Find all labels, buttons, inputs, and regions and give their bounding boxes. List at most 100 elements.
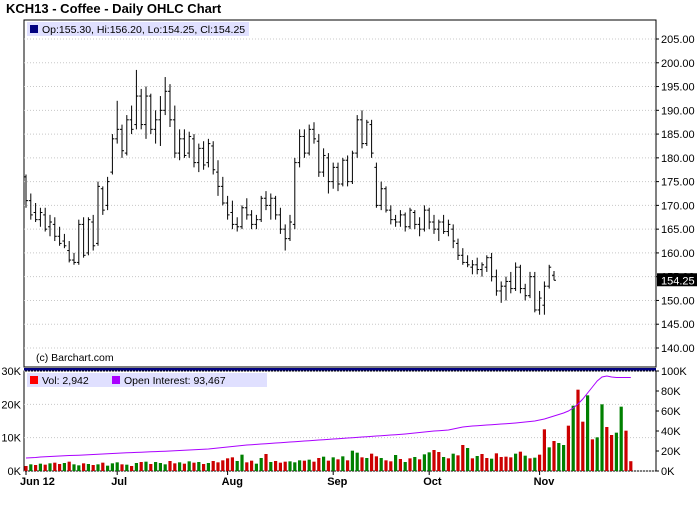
volume-bar bbox=[485, 458, 489, 471]
price-tick-label: 170.00 bbox=[661, 200, 695, 212]
volume-bar bbox=[552, 441, 556, 471]
ohlc-bar bbox=[470, 260, 475, 275]
volume-bar bbox=[413, 457, 417, 471]
volume-bar bbox=[446, 458, 450, 471]
x-tick-label: Aug bbox=[222, 476, 243, 488]
volume-bar bbox=[418, 459, 422, 471]
volume-axis-ticks-left: 30K 20K 10K 0K bbox=[1, 366, 21, 478]
volume-legend: Vol: 2,942 bbox=[42, 375, 89, 387]
ohlc-bar bbox=[432, 214, 436, 234]
volume-bar bbox=[566, 425, 570, 471]
volume-bar bbox=[360, 457, 364, 471]
volume-bar bbox=[442, 457, 446, 471]
volume-bar bbox=[605, 427, 609, 471]
volume-bar bbox=[235, 461, 239, 471]
x-tick-label: Nov bbox=[534, 476, 556, 488]
volume-bar bbox=[614, 432, 618, 471]
volume-bar bbox=[53, 462, 57, 471]
volume-bar bbox=[178, 462, 182, 471]
price-tick-label: 185.00 bbox=[661, 129, 695, 141]
x-axis-ticks: Jun 12 Jul Aug Sep Oct Nov bbox=[20, 471, 555, 488]
volume-bar bbox=[120, 464, 124, 471]
ohlc-bar bbox=[508, 271, 513, 294]
ohlc-bar bbox=[384, 186, 388, 213]
oi-tick-label: 40K bbox=[661, 426, 681, 438]
x-tick-label: Sep bbox=[327, 476, 347, 488]
last-price-marker: 154.25 bbox=[657, 273, 697, 287]
ohlc-bar bbox=[177, 129, 182, 161]
ohlc-bar bbox=[369, 119, 374, 158]
volume-bar bbox=[629, 461, 633, 471]
ohlc-bar bbox=[374, 162, 379, 208]
ohlc-bar bbox=[254, 214, 259, 230]
price-tick-label: 145.00 bbox=[661, 319, 695, 331]
volume-bar bbox=[86, 464, 90, 471]
volume-bar bbox=[158, 463, 162, 471]
ohlc-bar bbox=[417, 217, 422, 237]
ohlc-bar bbox=[316, 134, 321, 177]
volume-bar bbox=[571, 405, 575, 471]
ohlc-bar bbox=[33, 203, 38, 223]
ohlc-bar bbox=[206, 138, 211, 168]
ohlc-bar bbox=[225, 195, 230, 220]
ohlc-bar bbox=[336, 162, 340, 192]
volume-bar bbox=[91, 465, 95, 471]
price-tick-label: 165.00 bbox=[661, 224, 695, 236]
volume-bar bbox=[250, 460, 254, 471]
volume-bar bbox=[245, 462, 249, 471]
oi-tick-label: 60K bbox=[661, 406, 681, 418]
volume-bar bbox=[154, 462, 158, 471]
volume-bar bbox=[470, 458, 474, 471]
ohlc-bar bbox=[72, 252, 76, 265]
volume-bar bbox=[370, 453, 374, 471]
volume-tick-label: 20K bbox=[1, 399, 21, 411]
volume-bar bbox=[475, 456, 479, 471]
volume-bar bbox=[326, 460, 330, 471]
open-interest-axis-ticks-right: 100K 80K 60K 40K 20K 0K bbox=[656, 366, 687, 478]
ohlc-bar bbox=[129, 105, 134, 135]
ohlc-bar bbox=[163, 77, 168, 116]
ohlc-bar bbox=[283, 224, 288, 251]
volume-bar bbox=[72, 464, 76, 471]
volume-bars bbox=[24, 389, 633, 471]
volume-bar bbox=[581, 421, 585, 471]
volume-tick-label: 30K bbox=[1, 366, 21, 378]
volume-bar bbox=[82, 463, 86, 471]
ohlc-bar bbox=[139, 88, 144, 130]
ohlc-bar bbox=[120, 124, 124, 158]
ohlc-bar bbox=[211, 141, 216, 175]
ohlc-bar bbox=[148, 93, 153, 135]
ohlc-bar bbox=[460, 248, 465, 265]
ohlc-bar bbox=[446, 219, 451, 237]
volume-bar bbox=[451, 453, 455, 471]
ohlc-bar bbox=[182, 129, 187, 158]
volume-bar bbox=[576, 389, 580, 471]
ohlc-bar bbox=[48, 214, 52, 237]
ohlc-bar bbox=[62, 233, 67, 249]
ohlc-bar bbox=[456, 238, 460, 261]
price-tick-label: 205.00 bbox=[661, 34, 695, 46]
ohlc-bar bbox=[403, 212, 408, 232]
volume-bar bbox=[427, 452, 431, 471]
volume-bar bbox=[374, 456, 378, 471]
price-tick-label: 150.00 bbox=[661, 295, 695, 307]
ohlc-bar bbox=[273, 195, 278, 220]
volume-bar bbox=[274, 461, 278, 471]
price-tick-label: 140.00 bbox=[661, 343, 695, 355]
ohlc-bar bbox=[196, 143, 201, 173]
volume-bar bbox=[125, 464, 129, 471]
volume-bar bbox=[240, 454, 244, 471]
ohlc-bar bbox=[518, 264, 523, 294]
volume-bar bbox=[494, 453, 498, 471]
ohlc-bar bbox=[552, 270, 556, 281]
ohlc-bar bbox=[427, 207, 432, 230]
volume-bar bbox=[538, 454, 542, 471]
ohlc-bar bbox=[379, 181, 384, 211]
ohlc-bar bbox=[278, 207, 283, 234]
volume-bar bbox=[590, 439, 594, 471]
volume-bar bbox=[43, 464, 47, 471]
ohlc-bar bbox=[288, 214, 292, 242]
ohlc-bar bbox=[364, 119, 369, 146]
